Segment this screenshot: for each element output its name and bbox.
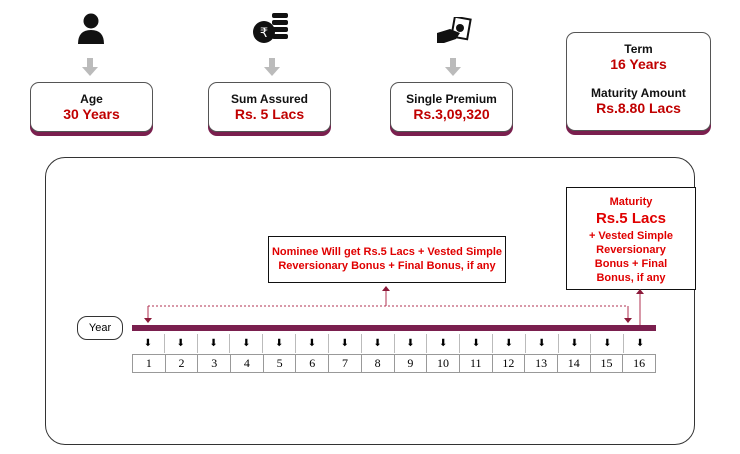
year-cell: 9 bbox=[393, 355, 427, 372]
nominee-line-1: Nominee Will get Rs.5 Lacs + Vested Simp… bbox=[271, 246, 503, 258]
rupee-coins-icon: ₹ bbox=[253, 13, 288, 43]
maturity-amount-value: Rs.8.80 Lacs bbox=[596, 100, 681, 116]
sum-assured-label: Sum Assured bbox=[231, 92, 308, 106]
year-down-arrow-icon: ⬇ bbox=[229, 334, 262, 353]
year-cell: 16 bbox=[622, 355, 655, 372]
maturity-line-2: Reversionary bbox=[596, 244, 666, 256]
year-down-arrow-icon: ⬇ bbox=[262, 334, 295, 353]
year-number-row: 1 2 3 4 5 6 7 8 9 10 11 12 13 14 15 16 bbox=[132, 354, 656, 373]
maturity-title: Maturity bbox=[609, 196, 653, 208]
year-down-arrow-icon: ⬇ bbox=[524, 334, 558, 353]
arrow-down-icon bbox=[624, 318, 632, 323]
arrow-down-icon bbox=[144, 318, 152, 323]
timeline-panel bbox=[45, 157, 695, 445]
term-card: Term 16 Years Maturity Amount Rs.8.80 La… bbox=[566, 32, 711, 131]
year-cell: 3 bbox=[197, 355, 230, 372]
year-down-arrow-icon: ⬇ bbox=[295, 334, 328, 353]
maturity-line-1: + Vested Simple bbox=[588, 230, 674, 242]
year-arrow-row: ⬇ ⬇ ⬇ ⬇ ⬇ ⬇ ⬇ ⬇ ⬇ ⬇ ⬇ ⬇ ⬇ ⬇ ⬇ ⬇ bbox=[132, 334, 656, 353]
down-arrow-icon bbox=[264, 58, 280, 76]
single-premium-card: Single Premium Rs.3,09,320 bbox=[390, 82, 513, 132]
down-arrow-icon bbox=[82, 58, 98, 76]
maturity-note: Maturity Rs.5 Lacs + Vested Simple Rever… bbox=[566, 187, 696, 290]
maturity-amount: Rs.5 Lacs bbox=[595, 210, 667, 227]
year-down-arrow-icon: ⬇ bbox=[393, 334, 427, 353]
year-cell: 5 bbox=[262, 355, 296, 372]
svg-text:₹: ₹ bbox=[260, 26, 268, 41]
year-cell: 7 bbox=[328, 355, 361, 372]
age-card: Age 30 Years bbox=[30, 82, 153, 132]
term-label: Term bbox=[624, 42, 653, 56]
year-cell: 6 bbox=[295, 355, 328, 372]
year-cell: 1 bbox=[145, 356, 152, 370]
age-label: Age bbox=[80, 92, 103, 106]
arrow-up-icon bbox=[636, 289, 644, 294]
user-icon bbox=[78, 13, 104, 44]
year-down-arrow-icon: ⬇ bbox=[557, 334, 591, 353]
year-cell: 15 bbox=[589, 355, 623, 372]
maturity-line-3: Bonus + Final bbox=[594, 258, 668, 270]
single-premium-value: Rs.3,09,320 bbox=[413, 106, 490, 122]
single-premium-label: Single Premium bbox=[406, 92, 497, 106]
year-down-arrow-icon: ⬇ bbox=[623, 334, 656, 353]
year-down-arrow-icon: ⬇ bbox=[590, 334, 623, 353]
year-cell: 13 bbox=[524, 355, 557, 372]
nominee-note: Nominee Will get Rs.5 Lacs + Vested Simp… bbox=[268, 236, 506, 283]
arrow-up-icon bbox=[382, 286, 390, 291]
year-cell: 12 bbox=[491, 355, 525, 372]
year-down-arrow-icon: ⬇ bbox=[426, 334, 459, 353]
year-cell: 14 bbox=[556, 355, 590, 372]
year-down-arrow-icon: ⬇ bbox=[163, 334, 197, 353]
year-cell: 4 bbox=[230, 355, 263, 372]
sum-assured-value: Rs. 5 Lacs bbox=[234, 106, 305, 122]
year-down-arrow-icon: ⬇ bbox=[459, 334, 492, 353]
maturity-amount-label: Maturity Amount bbox=[591, 86, 686, 100]
hand-money-icon bbox=[437, 17, 472, 43]
year-down-arrow-icon: ⬇ bbox=[360, 334, 394, 353]
nominee-line-2: Reversionary Bonus + Final Bonus, if any bbox=[278, 260, 496, 272]
timeline-bar bbox=[132, 325, 656, 331]
year-cell: 10 bbox=[426, 355, 459, 372]
term-value: 16 Years bbox=[610, 56, 667, 72]
age-value: 30 Years bbox=[63, 106, 120, 122]
year-label: Year bbox=[77, 316, 123, 340]
maturity-line-4: Bonus, if any bbox=[596, 272, 666, 284]
year-down-arrow-icon: ⬇ bbox=[491, 334, 525, 353]
year-down-arrow-icon: ⬇ bbox=[196, 334, 230, 353]
year-down-arrow-icon: ⬇ bbox=[143, 338, 153, 349]
sum-assured-card: Sum Assured Rs. 5 Lacs bbox=[208, 82, 331, 132]
down-arrow-icon bbox=[445, 58, 461, 76]
year-cell: 8 bbox=[360, 355, 394, 372]
year-down-arrow-icon: ⬇ bbox=[327, 334, 361, 353]
year-cell: 11 bbox=[458, 355, 492, 372]
year-cell: 2 bbox=[164, 355, 198, 372]
